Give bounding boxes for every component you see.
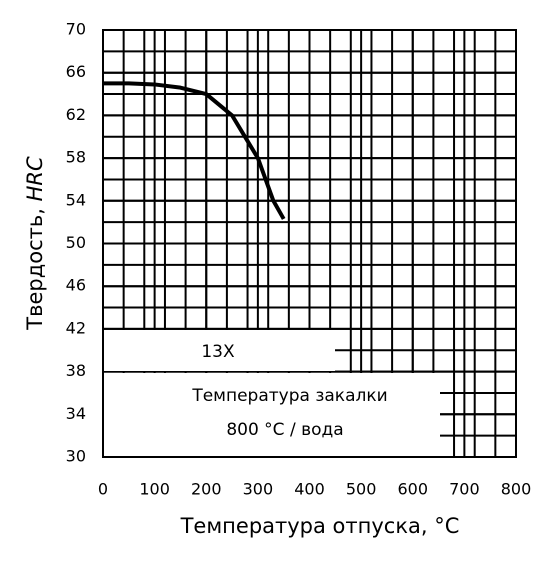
x-tick-label: 600: [397, 480, 428, 499]
y-tick-label: 58: [66, 148, 86, 167]
y-tick-label: 42: [66, 318, 86, 337]
x-tick-label: 400: [294, 480, 325, 499]
series-label: 13X: [201, 342, 235, 362]
y-axis-label: Твердость, HRC: [23, 156, 47, 331]
y-tick-label: 34: [66, 404, 86, 423]
y-tick-label: 30: [66, 447, 86, 466]
x-tick-label: 800: [501, 480, 532, 499]
y-tick-label: 66: [66, 62, 86, 81]
x-tick-label: 300: [243, 480, 274, 499]
x-tick-label: 500: [346, 480, 377, 499]
note-box: [103, 373, 440, 457]
x-tick-label: 700: [449, 480, 480, 499]
y-tick-label: 50: [66, 233, 86, 252]
y-tick-label: 70: [66, 20, 86, 39]
label-box: [103, 330, 335, 371]
y-tick-label: 54: [66, 190, 86, 209]
y-tick-label: 38: [66, 361, 86, 380]
y-axis-label-text: Твердость,: [23, 208, 47, 331]
x-tick-label: 0: [98, 480, 108, 499]
annotation: 800 °C / вода: [226, 420, 343, 440]
x-tick-label: 100: [139, 480, 170, 499]
y-tick-label: 62: [66, 105, 86, 124]
y-axis-unit: HRC: [23, 156, 47, 201]
y-tick-label: 46: [66, 276, 86, 295]
line: [103, 81, 286, 220]
annotation: Температура закалки: [191, 386, 387, 406]
plot-frame: [102, 29, 517, 458]
x-axis-label: Температура отпуска, °C: [180, 514, 460, 538]
x-tick-label: 200: [191, 480, 222, 499]
